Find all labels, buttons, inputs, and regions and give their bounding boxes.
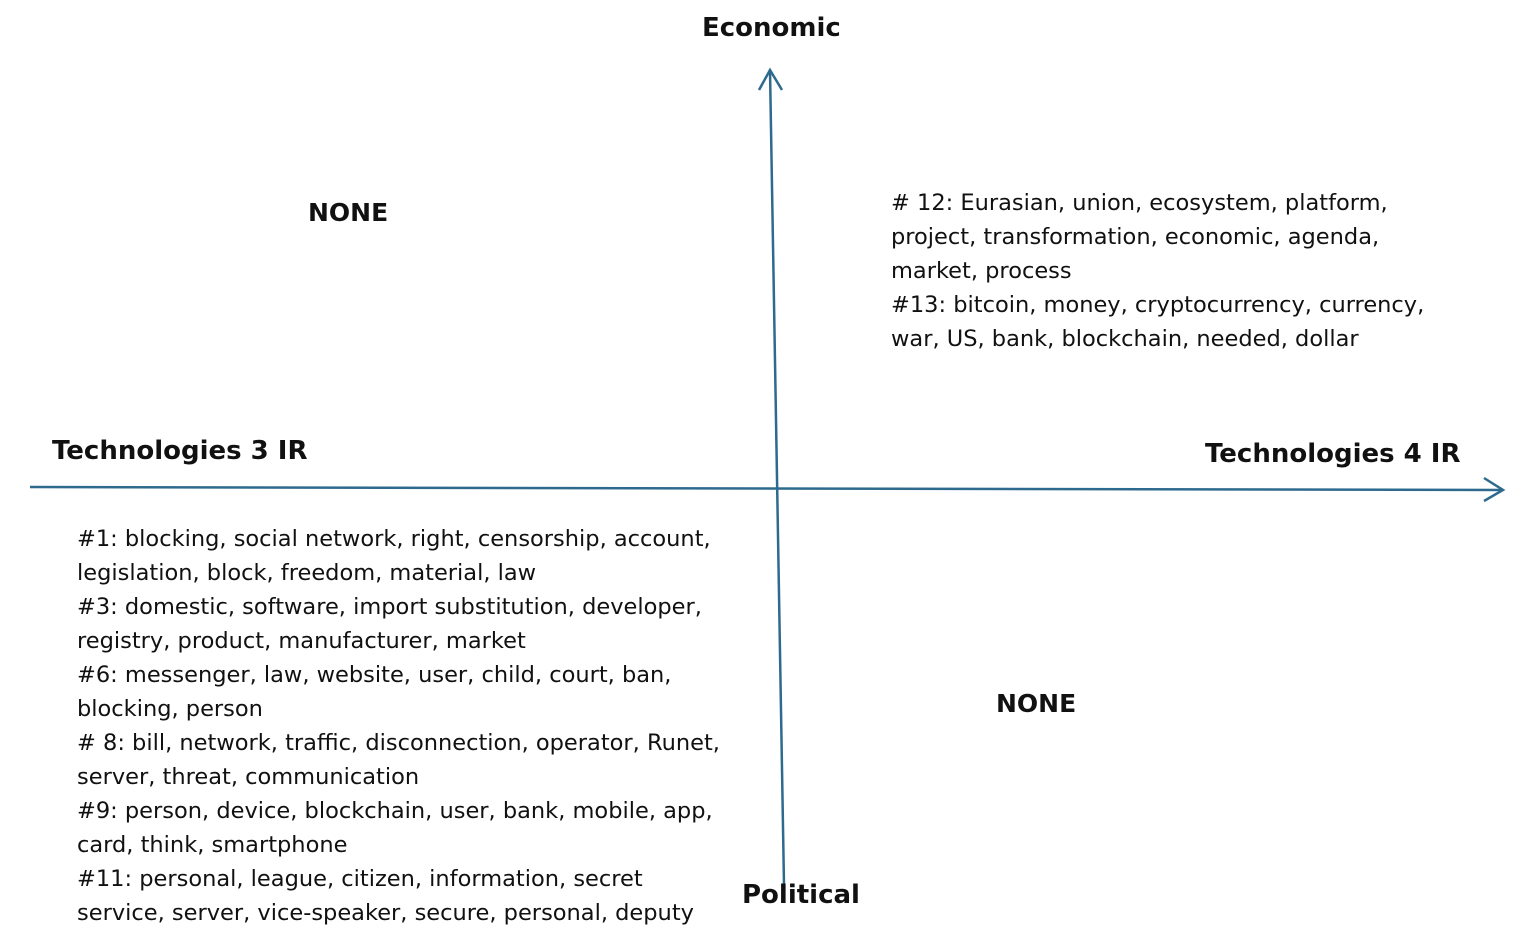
topic-line: # 12: Eurasian, union, ecosystem, platfo… [891, 190, 1388, 216]
topic-line: #9: person, device, blockchain, user, ba… [77, 798, 713, 824]
quadrant-top-left-none: NONE [308, 198, 389, 227]
vertical-axis [768, 69, 786, 886]
topic-line: #11: personal, league, citizen, informat… [77, 866, 643, 892]
topic-line: market, process [891, 258, 1072, 284]
topic-line: card, think, smartphone [77, 832, 348, 858]
quadrant-bottom-left-topics: #1: blocking, social network, right, cen… [77, 522, 720, 930]
topic-line: blocking, person [77, 696, 263, 722]
axis-label-technologies-4ir: Technologies 4 IR [1205, 439, 1461, 469]
quadrant-bottom-right-none: NONE [996, 689, 1077, 718]
topic-line: #1: blocking, social network, right, cen… [77, 526, 711, 552]
topic-line: registry, product, manufacturer, market [77, 628, 526, 654]
up-arrowhead-icon [757, 67, 784, 91]
axis-label-economic: Economic [702, 13, 841, 43]
topic-line: project, transformation, economic, agend… [891, 224, 1380, 250]
topic-line: service, server, vice-speaker, secure, p… [77, 900, 694, 926]
horizontal-axis [29, 485, 1504, 492]
axis-label-technologies-3ir: Technologies 3 IR [52, 436, 308, 466]
topic-line: war, US, bank, blockchain, needed, dolla… [891, 326, 1359, 352]
topic-line: server, threat, communication [77, 764, 420, 790]
quadrant-top-right-topics: # 12: Eurasian, union, ecosystem, platfo… [891, 186, 1424, 356]
topic-line: #13: bitcoin, money, cryptocurrency, cur… [891, 292, 1425, 318]
topic-line: legislation, block, freedom, material, l… [77, 560, 537, 586]
topic-line: # 8: bill, network, traffic, disconnecti… [77, 730, 720, 756]
right-arrowhead-icon [1483, 476, 1506, 503]
axis-label-political: Political [742, 880, 860, 910]
topic-line: #3: domestic, software, import substitut… [77, 594, 702, 620]
topic-line: #6: messenger, law, website, user, child… [77, 662, 672, 688]
